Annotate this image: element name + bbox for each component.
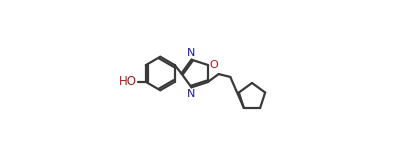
Text: O: O [209, 60, 218, 70]
Text: N: N [187, 89, 195, 99]
Text: HO: HO [119, 75, 137, 88]
Text: N: N [187, 48, 195, 58]
